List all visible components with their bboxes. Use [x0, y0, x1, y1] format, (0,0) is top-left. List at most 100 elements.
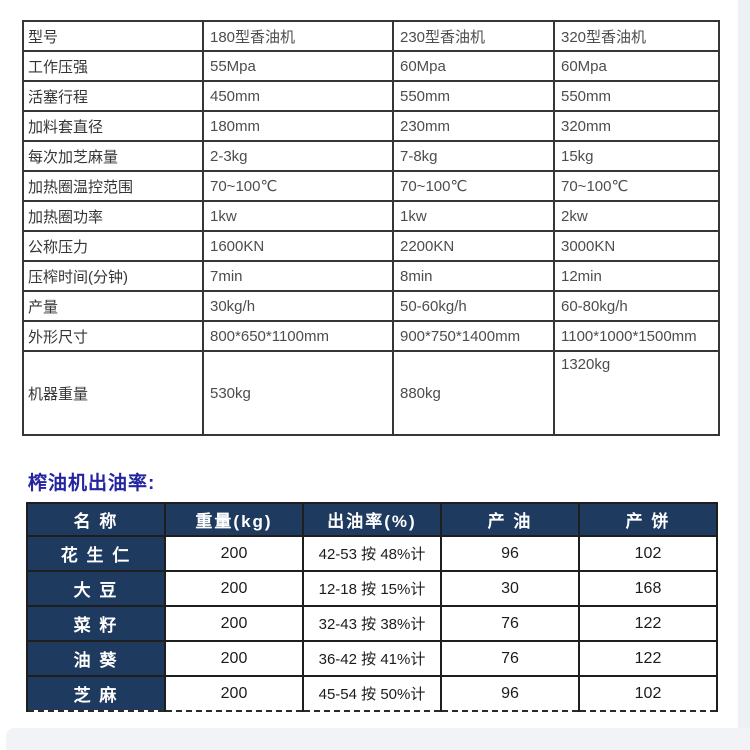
spec-value: 180型香油机 — [202, 20, 394, 52]
yield-rate: 32-43 按 38%计 — [302, 605, 442, 642]
yield-header-row: 名 称 重量(kg) 出油率(%) 产 油 产 饼 — [26, 502, 718, 537]
yield-name: 芝 麻 — [26, 675, 166, 712]
spec-label: 每次加芝麻量 — [22, 140, 204, 172]
spec-value: 30kg/h — [202, 290, 394, 322]
spec-value: 800*650*1100mm — [202, 320, 394, 352]
spec-value: 230型香油机 — [392, 20, 555, 52]
spec-value: 1kw — [392, 200, 555, 232]
spec-row-output: 产量 30kg/h 50-60kg/h 60-80kg/h — [22, 290, 720, 322]
spec-row-piston-stroke: 活塞行程 450mm 550mm 550mm — [22, 80, 720, 112]
spec-value: 1kw — [202, 200, 394, 232]
yield-row-rapeseed: 菜 籽 200 32-43 按 38%计 76 122 — [26, 605, 718, 642]
yield-row-soybean: 大 豆 200 12-18 按 15%计 30 168 — [26, 570, 718, 607]
yield-oil: 76 — [440, 640, 580, 677]
spec-value: 1100*1000*1500mm — [553, 320, 720, 352]
spec-value: 60Mpa — [392, 50, 555, 82]
spec-value: 1600KN — [202, 230, 394, 262]
spec-label: 加热圈功率 — [22, 200, 204, 232]
spec-value: 12min — [553, 260, 720, 292]
yield-cake: 122 — [578, 640, 718, 677]
spec-label: 工作压强 — [22, 50, 204, 82]
yield-weight: 200 — [164, 675, 304, 712]
spec-value: 70~100℃ — [392, 170, 555, 202]
spec-value: 180mm — [202, 110, 394, 142]
spec-row-machine-weight: 机器重量 530kg 880kg 1320kg — [22, 350, 720, 436]
spec-value: 8min — [392, 260, 555, 292]
yield-rate: 42-53 按 48%计 — [302, 535, 442, 572]
yield-rate: 36-42 按 41%计 — [302, 640, 442, 677]
yield-row-sunflower: 油 葵 200 36-42 按 41%计 76 122 — [26, 640, 718, 677]
yield-header-cake: 产 饼 — [578, 502, 718, 537]
yield-oil: 96 — [440, 675, 580, 712]
spec-label: 型号 — [22, 20, 204, 52]
spec-value: 70~100℃ — [202, 170, 394, 202]
spec-value: 450mm — [202, 80, 394, 112]
spec-value: 320mm — [553, 110, 720, 142]
spec-value: 2-3kg — [202, 140, 394, 172]
spec-label: 加料套直径 — [22, 110, 204, 142]
spec-row-temp-range: 加热圈温控范围 70~100℃ 70~100℃ 70~100℃ — [22, 170, 720, 202]
yield-weight: 200 — [164, 570, 304, 607]
spec-value: 7-8kg — [392, 140, 555, 172]
spec-row-sesame-per-batch: 每次加芝麻量 2-3kg 7-8kg 15kg — [22, 140, 720, 172]
yield-rate: 12-18 按 15%计 — [302, 570, 442, 607]
yield-oil: 96 — [440, 535, 580, 572]
spec-value: 550mm — [553, 80, 720, 112]
yield-weight: 200 — [164, 535, 304, 572]
spec-value: 60Mpa — [553, 50, 720, 82]
spec-value: 320型香油机 — [553, 20, 720, 52]
spec-value: 60-80kg/h — [553, 290, 720, 322]
spec-row-dimensions: 外形尺寸 800*650*1100mm 900*750*1400mm 1100*… — [22, 320, 720, 352]
yield-cake: 102 — [578, 675, 718, 712]
yield-oil: 30 — [440, 570, 580, 607]
yield-name: 油 葵 — [26, 640, 166, 677]
spec-value: 530kg — [202, 350, 394, 436]
yield-weight: 200 — [164, 605, 304, 642]
spec-value: 7min — [202, 260, 394, 292]
yield-name: 菜 籽 — [26, 605, 166, 642]
yield-table: 名 称 重量(kg) 出油率(%) 产 油 产 饼 花 生 仁 200 42-5… — [26, 502, 718, 712]
spec-label: 外形尺寸 — [22, 320, 204, 352]
spec-label: 机器重量 — [22, 350, 204, 436]
yield-header-weight: 重量(kg) — [164, 502, 304, 537]
page-edge-right — [738, 0, 750, 750]
yield-cake: 102 — [578, 535, 718, 572]
spec-value: 2200KN — [392, 230, 555, 262]
spec-value: 230mm — [392, 110, 555, 142]
spec-value: 3000KN — [553, 230, 720, 262]
yield-header-oil: 产 油 — [440, 502, 580, 537]
spec-label: 活塞行程 — [22, 80, 204, 112]
spec-value: 550mm — [392, 80, 555, 112]
yield-row-peanut: 花 生 仁 200 42-53 按 48%计 96 102 — [26, 535, 718, 572]
yield-rate: 45-54 按 50%计 — [302, 675, 442, 712]
spec-value: 1320kg — [553, 350, 720, 436]
spec-label: 公称压力 — [22, 230, 204, 262]
page-edge-bottom — [6, 728, 750, 750]
spec-row-nominal-force: 公称压力 1600KN 2200KN 3000KN — [22, 230, 720, 262]
spec-row-pressure: 工作压强 55Mpa 60Mpa 60Mpa — [22, 50, 720, 82]
spec-row-sleeve-diameter: 加料套直径 180mm 230mm 320mm — [22, 110, 720, 142]
spec-row-model: 型号 180型香油机 230型香油机 320型香油机 — [22, 20, 720, 52]
spec-value: 55Mpa — [202, 50, 394, 82]
spec-row-press-time: 压榨时间(分钟) 7min 8min 12min — [22, 260, 720, 292]
yield-cake: 168 — [578, 570, 718, 607]
spec-value: 2kw — [553, 200, 720, 232]
spec-table: 型号 180型香油机 230型香油机 320型香油机 工作压强 55Mpa 60… — [22, 20, 720, 436]
yield-row-sesame: 芝 麻 200 45-54 按 50%计 96 102 — [26, 675, 718, 712]
yield-header-name: 名 称 — [26, 502, 166, 537]
spec-value: 50-60kg/h — [392, 290, 555, 322]
spec-value: 900*750*1400mm — [392, 320, 555, 352]
spec-row-heater-power: 加热圈功率 1kw 1kw 2kw — [22, 200, 720, 232]
spec-label: 压榨时间(分钟) — [22, 260, 204, 292]
yield-section-title: 榨油机出油率: — [28, 473, 156, 494]
yield-name: 大 豆 — [26, 570, 166, 607]
spec-value: 15kg — [553, 140, 720, 172]
yield-weight: 200 — [164, 640, 304, 677]
spec-value: 70~100℃ — [553, 170, 720, 202]
spec-value: 880kg — [392, 350, 555, 436]
yield-oil: 76 — [440, 605, 580, 642]
yield-name: 花 生 仁 — [26, 535, 166, 572]
spec-label: 加热圈温控范围 — [22, 170, 204, 202]
yield-cake: 122 — [578, 605, 718, 642]
